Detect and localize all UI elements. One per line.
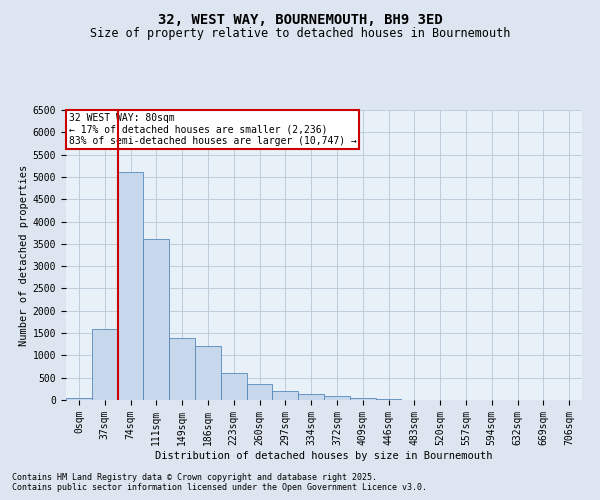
Bar <box>350 398 376 400</box>
Bar <box>298 394 324 400</box>
Bar <box>169 338 195 400</box>
Bar <box>247 384 272 400</box>
Text: 32, WEST WAY, BOURNEMOUTH, BH9 3ED: 32, WEST WAY, BOURNEMOUTH, BH9 3ED <box>158 12 442 26</box>
Text: 32 WEST WAY: 80sqm
← 17% of detached houses are smaller (2,236)
83% of semi-deta: 32 WEST WAY: 80sqm ← 17% of detached hou… <box>68 113 356 146</box>
Text: Contains public sector information licensed under the Open Government Licence v3: Contains public sector information licen… <box>12 484 427 492</box>
Bar <box>143 240 169 400</box>
Text: Size of property relative to detached houses in Bournemouth: Size of property relative to detached ho… <box>90 28 510 40</box>
Text: Contains HM Land Registry data © Crown copyright and database right 2025.: Contains HM Land Registry data © Crown c… <box>12 474 377 482</box>
Bar <box>324 396 350 400</box>
Bar <box>92 328 118 400</box>
Bar <box>66 398 92 400</box>
Bar <box>272 391 298 400</box>
Bar <box>221 373 247 400</box>
Bar <box>118 172 143 400</box>
Y-axis label: Number of detached properties: Number of detached properties <box>19 164 29 346</box>
Bar <box>195 346 221 400</box>
X-axis label: Distribution of detached houses by size in Bournemouth: Distribution of detached houses by size … <box>155 450 493 460</box>
